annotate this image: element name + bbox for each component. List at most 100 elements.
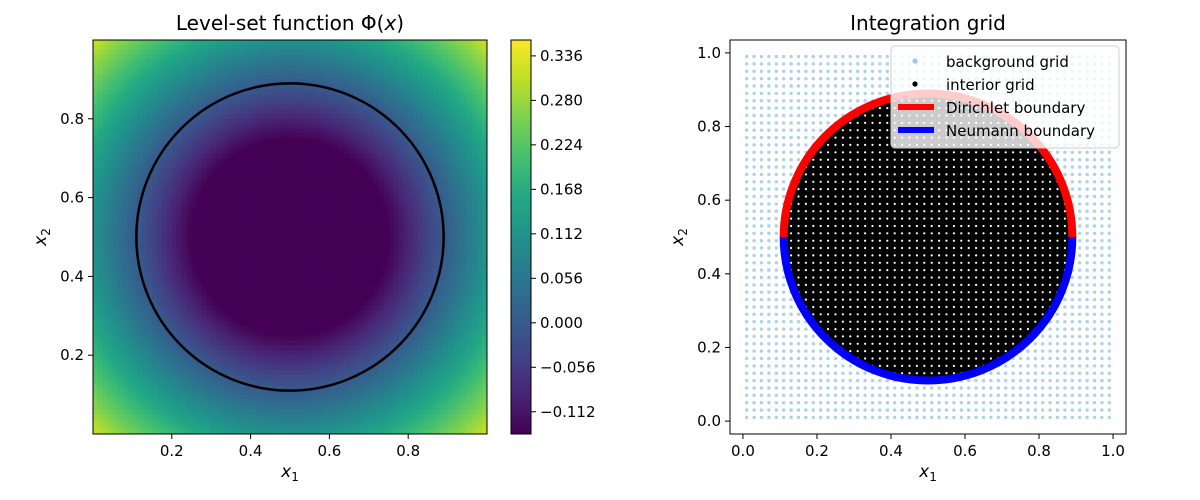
background-grid-point xyxy=(752,209,756,213)
background-grid-point xyxy=(811,69,815,74)
background-grid-point xyxy=(1107,312,1112,316)
interior-grid-point xyxy=(856,224,859,228)
background-grid-point xyxy=(930,386,934,390)
background-grid-point xyxy=(1048,386,1052,390)
background-grid-point xyxy=(1085,408,1089,412)
background-grid-point xyxy=(796,128,801,132)
background-grid-point xyxy=(826,415,830,420)
interior-grid-point xyxy=(864,158,867,161)
interior-grid-point xyxy=(908,232,911,235)
interior-grid-point xyxy=(841,320,845,323)
background-grid-point xyxy=(1092,268,1097,272)
interior-grid-point xyxy=(1041,246,1044,250)
background-grid-point xyxy=(848,69,852,74)
background-grid-point xyxy=(1078,180,1082,184)
interior-grid-point xyxy=(915,357,919,360)
interior-grid-point xyxy=(849,246,852,250)
background-grid-point xyxy=(1100,305,1104,309)
background-grid-point xyxy=(811,349,815,353)
background-grid-point xyxy=(1107,415,1112,420)
interior-grid-point xyxy=(1026,328,1029,331)
background-grid-point xyxy=(789,77,793,81)
background-grid-point xyxy=(811,121,815,125)
interior-grid-point xyxy=(901,320,904,323)
background-grid-point xyxy=(1085,268,1089,272)
background-grid-point xyxy=(1055,356,1060,361)
interior-grid-point xyxy=(827,276,830,279)
interior-grid-point xyxy=(1056,254,1059,257)
background-grid-point xyxy=(1070,312,1075,316)
interior-grid-point xyxy=(1026,239,1029,242)
background-grid-point xyxy=(1100,165,1104,169)
background-grid-point xyxy=(1100,327,1104,331)
background-grid-point xyxy=(759,415,764,420)
levelset-panel: Level-set function Φ(x) 0.2 0.4 0.6 0.8 0.2… xyxy=(31,11,596,484)
interior-grid-point xyxy=(1026,269,1029,272)
background-grid-point xyxy=(804,401,808,405)
interior-grid-point xyxy=(952,217,956,220)
background-grid-point xyxy=(819,342,823,346)
background-grid-point xyxy=(1070,290,1075,294)
background-grid-point xyxy=(759,364,764,368)
background-grid-point xyxy=(789,312,793,316)
interior-grid-point xyxy=(834,158,837,161)
background-grid-point xyxy=(819,349,823,353)
background-grid-point xyxy=(745,113,749,118)
interior-grid-point xyxy=(908,291,911,294)
interior-grid-point xyxy=(915,283,919,286)
interior-grid-point xyxy=(1004,246,1007,250)
interior-grid-point xyxy=(1056,283,1059,286)
background-grid-point xyxy=(745,158,749,162)
background-grid-point xyxy=(833,378,838,383)
interior-grid-point xyxy=(834,188,837,191)
interior-grid-point xyxy=(871,217,874,220)
interior-grid-point xyxy=(849,180,852,183)
background-grid-point xyxy=(1070,283,1075,287)
background-grid-point xyxy=(1070,364,1075,368)
interior-grid-point xyxy=(827,173,830,176)
background-grid-point xyxy=(1078,165,1082,169)
background-grid-point xyxy=(767,327,771,331)
background-grid-point xyxy=(745,172,749,177)
interior-grid-point xyxy=(938,364,941,367)
background-grid-point xyxy=(1107,283,1112,287)
background-grid-point xyxy=(796,327,801,331)
interior-grid-point xyxy=(975,298,978,301)
background-grid-point xyxy=(1107,180,1112,184)
interior-region xyxy=(783,92,1073,382)
background-grid-point xyxy=(1078,415,1082,420)
background-grid-point xyxy=(759,121,764,125)
background-grid-point xyxy=(1041,364,1045,368)
background-grid-point xyxy=(1070,165,1075,169)
background-grid-point xyxy=(774,297,778,302)
background-grid-point xyxy=(1100,334,1104,339)
background-grid-point xyxy=(1063,172,1067,177)
interior-grid-point xyxy=(834,254,837,257)
interior-grid-point xyxy=(930,151,933,154)
background-grid-point xyxy=(1085,165,1089,169)
background-grid-point xyxy=(782,378,786,383)
interior-grid-point xyxy=(1041,217,1044,220)
interior-grid-point xyxy=(945,217,948,220)
interior-grid-point xyxy=(1012,158,1015,161)
background-grid-point xyxy=(1041,408,1045,412)
background-grid-point xyxy=(922,386,926,390)
interior-grid-point xyxy=(960,328,963,331)
interior-grid-point xyxy=(989,313,993,316)
interior-grid-point xyxy=(849,224,852,228)
background-grid-point xyxy=(796,393,801,397)
background-grid-point xyxy=(759,356,764,361)
interior-grid-point xyxy=(960,283,963,286)
background-grid-point xyxy=(811,113,815,118)
background-grid-point xyxy=(848,99,852,103)
background-grid-point xyxy=(1070,371,1075,375)
interior-grid-point xyxy=(997,158,1000,161)
interior-grid-point xyxy=(812,313,815,316)
background-grid-point xyxy=(774,91,778,96)
background-grid-point xyxy=(1107,408,1112,412)
background-grid-point xyxy=(767,378,771,383)
background-grid-point xyxy=(752,349,756,353)
background-grid-point xyxy=(1100,415,1104,420)
background-grid-point xyxy=(1078,150,1082,154)
background-grid-point xyxy=(1048,356,1052,361)
